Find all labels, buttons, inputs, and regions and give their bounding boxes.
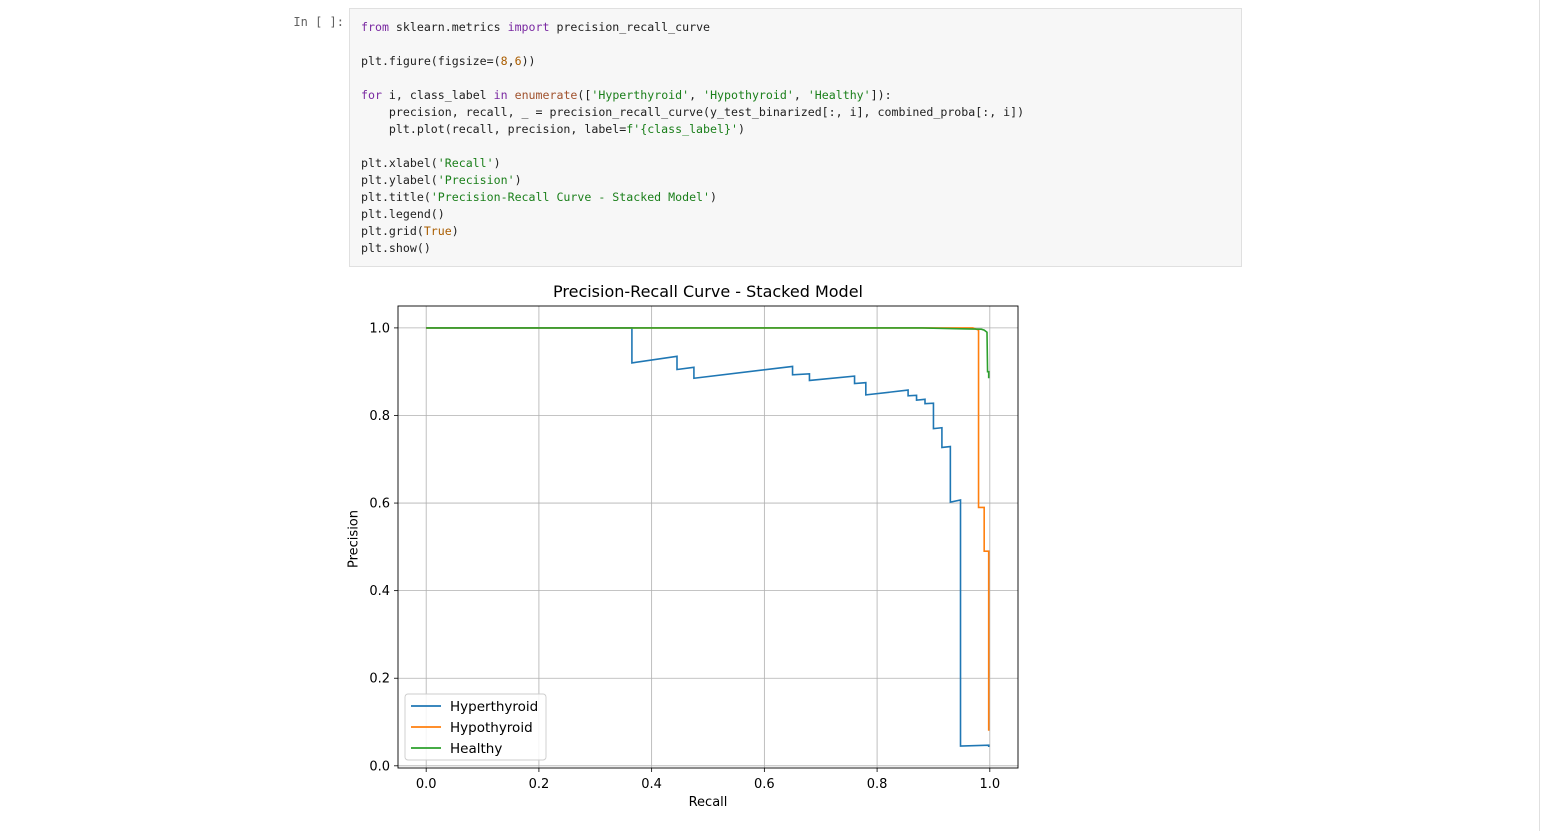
code-token: ) <box>710 190 717 204</box>
code-token: from <box>361 20 389 34</box>
code-token: , <box>689 88 704 102</box>
y-tick-label: 1.0 <box>369 321 390 336</box>
code-token: 'Healthy' <box>807 88 871 102</box>
code-line: plt.figure(figsize=(8,6)) <box>361 53 1024 70</box>
code-line: plt.title('Precision-Recall Curve - Stac… <box>361 189 1024 206</box>
code-token: plt.grid( <box>361 224 424 238</box>
page-right-border <box>1539 0 1540 831</box>
series-line-healthy <box>426 327 990 379</box>
y-tick-label: 0.2 <box>369 672 390 687</box>
legend-label-healthy: Healthy <box>450 741 502 757</box>
code-token: plt.xlabel( <box>361 156 438 170</box>
series-line-hyperthyroid <box>426 327 990 747</box>
series-line-hypothyroid <box>426 327 990 731</box>
chart-title: Precision-Recall Curve - Stacked Model <box>553 282 863 301</box>
code-token: precision, recall, _ = precision_recall_… <box>361 105 1025 119</box>
code-line: plt.xlabel('Recall') <box>361 155 1024 172</box>
x-tick-label: 0.6 <box>754 777 775 792</box>
code-token: 8 <box>500 54 508 68</box>
y-tick-label: 0.4 <box>369 584 390 599</box>
x-tick-label: 0.0 <box>416 777 437 792</box>
code-cell-input[interactable]: from sklearn.metrics import precision_re… <box>349 8 1242 267</box>
legend-box <box>404 693 547 761</box>
code-token: sklearn.metrics <box>388 20 508 34</box>
code-token: 'Hypothyroid' <box>703 88 794 102</box>
code-token: 6 <box>514 54 522 68</box>
code-token: True <box>423 224 452 238</box>
code-token: ) <box>514 173 522 187</box>
code-token: 'Recall' <box>437 156 494 170</box>
code-token: ([ <box>577 88 592 102</box>
code-token: plt.title( <box>361 190 431 204</box>
code-token: ]): <box>870 88 892 102</box>
x-axis-label: Recall <box>688 795 728 810</box>
plot-area-frame <box>397 305 1019 769</box>
code-token: plt.figure(figsize=( <box>361 54 501 68</box>
code-line: plt.plot(recall, precision, label=f'{cla… <box>361 121 1024 138</box>
code-token: ) <box>493 156 501 170</box>
code-token: )) <box>521 54 536 68</box>
legend-label-hypothyroid: Hypothyroid <box>450 720 533 736</box>
code-line: for i, class_label in enumerate(['Hypert… <box>361 87 1024 104</box>
code-line: precision, recall, _ = precision_recall_… <box>361 104 1024 121</box>
code-line: plt.ylabel('Precision') <box>361 172 1024 189</box>
code-token: , <box>793 88 808 102</box>
y-tick-label: 0.8 <box>369 409 390 424</box>
legend-label-hyperthyroid: Hyperthyroid <box>450 699 538 715</box>
code-line: plt.grid(True) <box>361 223 1024 240</box>
code-token: plt.plot(recall, precision, label= <box>361 122 627 136</box>
code-line: from sklearn.metrics import precision_re… <box>361 19 1024 36</box>
code-line: plt.legend() <box>361 206 1024 223</box>
code-token: for <box>361 88 382 102</box>
code-token: import <box>507 20 550 34</box>
x-tick-label: 1.0 <box>979 777 1000 792</box>
code-line: plt.show() <box>361 240 1024 257</box>
code-token: in <box>493 88 508 102</box>
x-tick-label: 0.4 <box>641 777 662 792</box>
code-token: 'Hyperthyroid' <box>591 88 690 102</box>
code-token: enumerate <box>514 88 578 102</box>
code-token: ) <box>451 224 459 238</box>
code-token: 'Precision-Recall Curve - Stacked Model' <box>430 190 711 204</box>
code-token: plt.ylabel( <box>361 173 438 187</box>
code-token: ) <box>737 122 745 136</box>
code-token: precision_recall_curve <box>549 20 711 34</box>
x-tick-label: 0.2 <box>529 777 550 792</box>
x-tick-label: 0.8 <box>867 777 888 792</box>
code-token: i, class_label <box>381 88 494 102</box>
code-token: plt.legend() <box>361 207 445 221</box>
code-token: 'Precision' <box>437 173 515 187</box>
y-tick-label: 0.0 <box>369 759 390 774</box>
y-tick-label: 0.6 <box>369 497 390 512</box>
code-token: , <box>507 54 515 68</box>
code-token: f'{class_label}' <box>626 122 738 136</box>
code-token: plt.show() <box>361 241 431 255</box>
cell-prompt: In [ ]: <box>293 15 344 29</box>
code-editor[interactable]: from sklearn.metrics import precision_re… <box>361 19 1024 257</box>
